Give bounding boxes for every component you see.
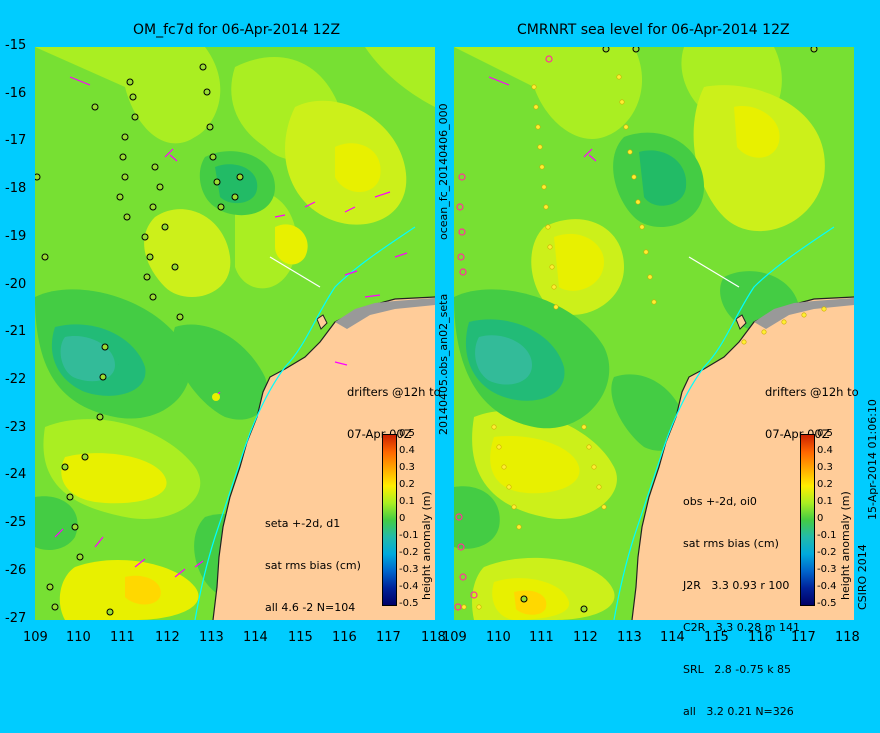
lat-tick: -22 — [5, 372, 27, 387]
colorbar-tick: -0.2 — [399, 547, 419, 558]
right-map-svg — [454, 47, 854, 620]
drifters-line1: drifters @12h to — [765, 385, 859, 399]
colorbar-tick: 0.3 — [399, 462, 415, 473]
right-map-panel — [454, 47, 854, 620]
left-stats-box: seta +-2d, d1 sat rms bias (cm) all 4.6 … — [265, 489, 361, 629]
lon-tick: 114 — [243, 630, 268, 645]
left-map-svg — [35, 47, 435, 620]
lon-tick: 116 — [748, 630, 773, 645]
colorbar-tick: 0.4 — [817, 445, 833, 456]
lat-tick: -24 — [5, 467, 27, 482]
lat-tick: -27 — [5, 611, 27, 626]
left-colorbar — [382, 434, 397, 606]
stats-line: C2R 3.3 0.28 m 141 — [683, 621, 800, 634]
stats-line: all 3.2 0.21 N=326 — [683, 705, 794, 718]
copyright-label: CSIRO 2014 — [856, 544, 869, 610]
colorbar-tick: -0.5 — [817, 598, 837, 609]
lon-tick: 110 — [66, 630, 91, 645]
lon-tick: 111 — [529, 630, 554, 645]
lat-tick: -19 — [5, 229, 27, 244]
stats-line: J2R 3.3 0.93 r 100 — [683, 579, 790, 592]
lon-tick: 117 — [376, 630, 401, 645]
lat-tick: -21 — [5, 324, 27, 339]
colorbar-tick: -0.3 — [399, 564, 419, 575]
right-stats-box: obs +-2d, oi0 sat rms bias (cm) J2R 3.3 … — [683, 467, 800, 733]
right-colorbar-label: height anomaly (m) — [839, 491, 852, 600]
lat-tick: -15 — [5, 38, 27, 53]
left-panel-title: OM_fc7d for 06-Apr-2014 12Z — [133, 22, 341, 38]
colorbar-tick: 0 — [399, 513, 406, 524]
right-colorbar — [800, 434, 815, 606]
middle-top-label: ocean_fc_20140406_000 — [437, 103, 450, 240]
left-map-panel — [35, 47, 435, 620]
lon-tick: 110 — [486, 630, 511, 645]
colorbar-tick: 0.2 — [399, 479, 415, 490]
lon-tick: 112 — [573, 630, 598, 645]
lat-tick: -20 — [5, 277, 27, 292]
colorbar-tick: 0.4 — [399, 445, 415, 456]
drifters-line2: 07-Apr 00Z — [347, 427, 412, 441]
lat-tick: -16 — [5, 86, 27, 101]
lon-tick: 111 — [110, 630, 135, 645]
lon-tick: 109 — [23, 630, 48, 645]
lat-tick: -26 — [5, 563, 27, 578]
stats-line: seta +-2d, d1 — [265, 517, 341, 530]
colorbar-tick: -0.2 — [817, 547, 837, 558]
drifters-line1: drifters @12h to — [347, 385, 441, 399]
lon-tick: 113 — [617, 630, 642, 645]
colorbar-tick: 0.1 — [399, 496, 415, 507]
lat-tick: -23 — [5, 420, 27, 435]
stats-line: SRL 2.8 -0.75 k 85 — [683, 663, 792, 676]
lat-tick: -18 — [5, 181, 27, 196]
stats-line: all 4.6 -2 N=104 — [265, 601, 356, 614]
colorbar-tick: 0.1 — [817, 496, 833, 507]
lon-tick: 113 — [199, 630, 224, 645]
colorbar-tick: -0.1 — [399, 530, 419, 541]
lat-tick: -25 — [5, 515, 27, 530]
lon-tick: 118 — [835, 630, 860, 645]
right-panel-title: CMRNRT sea level for 06-Apr-2014 12Z — [517, 22, 790, 38]
lon-tick: 109 — [442, 630, 467, 645]
lon-tick: 116 — [332, 630, 357, 645]
stats-line: sat rms bias (cm) — [265, 559, 361, 572]
lon-tick: 114 — [660, 630, 685, 645]
colorbar-tick: 0 — [817, 513, 824, 524]
stats-line: obs +-2d, oi0 — [683, 495, 757, 508]
lat-tick: -17 — [5, 133, 27, 148]
left-colorbar-label: height anomaly (m) — [420, 491, 433, 600]
lon-tick: 118 — [421, 630, 446, 645]
colorbar-tick: -0.1 — [817, 530, 837, 541]
left-drifters-note: drifters @12h to 07-Apr 00Z — [347, 357, 441, 455]
lon-tick: 115 — [288, 630, 313, 645]
colorbar-tick: 0.2 — [817, 479, 833, 490]
colorbar-tick: -0.3 — [817, 564, 837, 575]
lon-tick: 112 — [155, 630, 180, 645]
colorbar-tick: -0.5 — [399, 598, 419, 609]
lon-tick: 117 — [791, 630, 816, 645]
colorbar-tick: 0.5 — [817, 428, 833, 439]
timestamp-label: 15-Apr-2014 01:06:10 — [866, 399, 879, 520]
stats-line: sat rms bias (cm) — [683, 537, 779, 550]
lon-tick: 115 — [704, 630, 729, 645]
colorbar-tick: -0.4 — [399, 581, 419, 592]
colorbar-tick: 0.5 — [399, 428, 415, 439]
colorbar-tick: -0.4 — [817, 581, 837, 592]
colorbar-tick: 0.3 — [817, 462, 833, 473]
